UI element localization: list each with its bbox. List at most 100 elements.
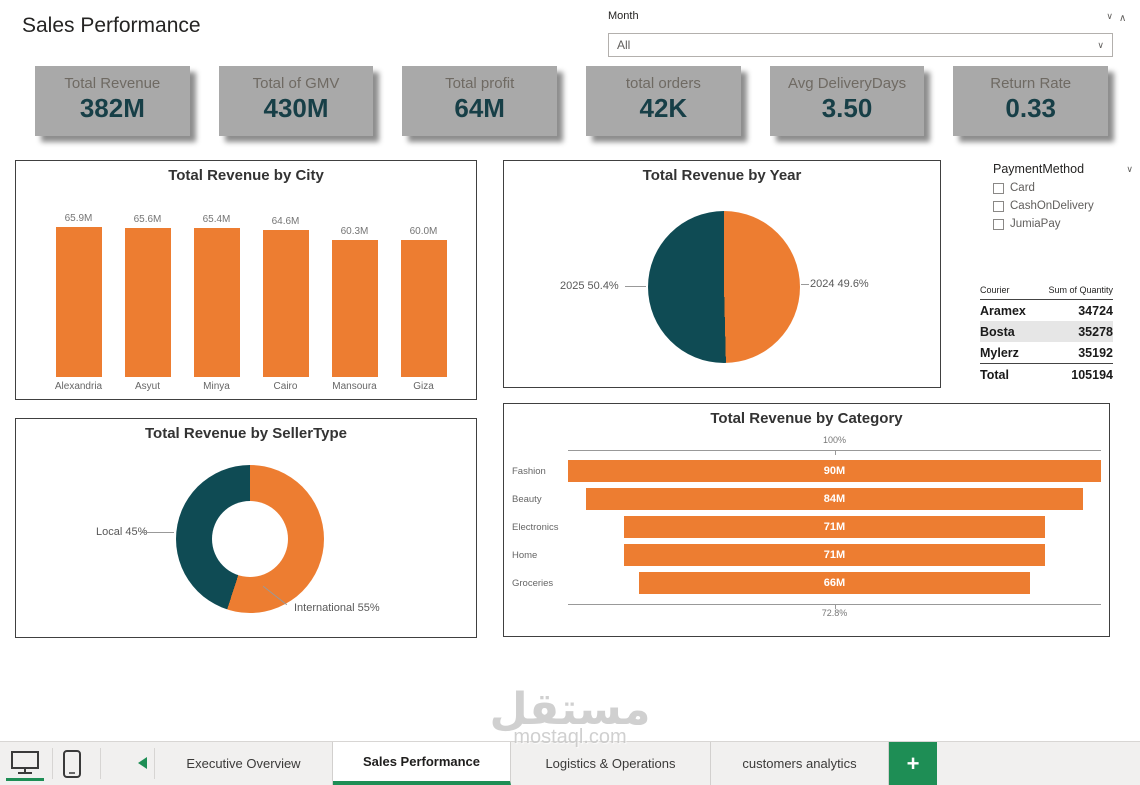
desktop-view-icon[interactable] bbox=[10, 750, 40, 781]
kpi-label: Total of GMV bbox=[252, 75, 340, 92]
funnel-row: Beauty 84M bbox=[512, 488, 1101, 510]
city-bar[interactable] bbox=[55, 227, 102, 377]
kpi-card: Total of GMV 430M bbox=[218, 66, 374, 136]
leader-line bbox=[801, 284, 809, 285]
page-nav-left-icon[interactable] bbox=[138, 757, 147, 769]
chart-title: Total Revenue by Category bbox=[710, 410, 903, 427]
bar-value-label: 60.0M bbox=[409, 226, 438, 237]
tab-sales-performance[interactable]: Sales Performance bbox=[333, 742, 511, 785]
funnel-bar[interactable]: 90M bbox=[568, 460, 1101, 482]
quantity-cell: 35278 bbox=[1078, 324, 1113, 339]
donut-hole bbox=[212, 501, 288, 577]
sellertype-donut[interactable] bbox=[176, 465, 324, 613]
leader-line bbox=[142, 532, 174, 533]
bar-value-label: 65.6M bbox=[133, 214, 162, 225]
courier-name-cell: Mylerz bbox=[980, 345, 1019, 360]
city-bar[interactable] bbox=[400, 240, 447, 377]
city-bar[interactable] bbox=[193, 228, 240, 377]
kpi-label: Total Revenue bbox=[64, 75, 161, 92]
payment-option-label: Card bbox=[1010, 182, 1035, 194]
month-filter-value: All bbox=[617, 38, 631, 52]
table-row[interactable]: Mylerz 35192 bbox=[980, 342, 1113, 363]
watermark-arabic-text: مستقل bbox=[489, 685, 651, 734]
city-bar[interactable] bbox=[124, 228, 171, 377]
total-label-cell: Total bbox=[980, 367, 1009, 382]
checkbox-icon[interactable] bbox=[993, 200, 1004, 212]
city-bar[interactable] bbox=[262, 230, 309, 377]
bar-cell: 60.3M Mansoura bbox=[329, 197, 381, 393]
funnel-bar[interactable]: 84M bbox=[585, 488, 1084, 510]
page-tab-bar: Executive Overview Sales Performance Logis… bbox=[0, 741, 1140, 785]
donut-slice-label: Local 45% bbox=[96, 526, 148, 538]
revenue-by-city-chart: Total Revenue by City 65.9M Alexandria 65.… bbox=[15, 160, 477, 400]
funnel-row: Home 71M bbox=[512, 544, 1101, 566]
table-row[interactable]: Bosta 35278 bbox=[980, 321, 1113, 342]
payment-option[interactable]: CashOnDelivery bbox=[993, 200, 1133, 212]
axis-max-label: 100% bbox=[822, 435, 847, 445]
funnel-category-label: Electronics bbox=[512, 521, 559, 533]
funnel-row: Groceries 66M bbox=[512, 572, 1101, 594]
bar-cell: 65.6M Asyut bbox=[122, 197, 174, 393]
add-page-button[interactable]: + bbox=[889, 742, 937, 785]
kpi-label: Return Rate bbox=[990, 75, 1072, 92]
courier-column-header: Courier bbox=[980, 285, 1010, 295]
month-filter-label: Month bbox=[608, 10, 639, 22]
tab-executive-overview[interactable]: Executive Overview bbox=[155, 742, 333, 785]
divider bbox=[154, 748, 155, 779]
mobile-view-icon[interactable] bbox=[62, 749, 82, 784]
kpi-card: Return Rate 0.33 bbox=[953, 66, 1109, 136]
axis-min-label: 72.8% bbox=[821, 608, 848, 618]
kpi-label: Avg DeliveryDays bbox=[787, 75, 907, 92]
chevron-up-icon[interactable]: ∧ bbox=[1119, 13, 1127, 24]
payment-option-label: JumiaPay bbox=[1010, 218, 1061, 230]
tab-customers-analytics[interactable]: customers analytics bbox=[711, 742, 889, 785]
kpi-value: 430M bbox=[263, 93, 329, 123]
chevron-down-icon: ∨ bbox=[1097, 39, 1104, 50]
funnel-bar[interactable]: 71M bbox=[624, 544, 1045, 566]
bar-category-label: Alexandria bbox=[54, 381, 103, 392]
payment-option-label: CashOnDelivery bbox=[1010, 200, 1094, 212]
funnel-bar[interactable]: 66M bbox=[639, 572, 1030, 594]
tabs: Executive Overview Sales Performance Logis… bbox=[155, 742, 937, 785]
bar-cell: 64.6M Cairo bbox=[260, 197, 312, 393]
axis-line bbox=[568, 450, 1101, 455]
courier-table-body: Aramex 34724 Bosta 35278 Mylerz 35192 Total 105… bbox=[980, 300, 1113, 385]
chevron-down-icon[interactable]: ∨ bbox=[1126, 163, 1133, 174]
kpi-value: 3.50 bbox=[821, 93, 873, 123]
funnel-row: Electronics 71M bbox=[512, 516, 1101, 538]
kpi-card: Total profit 64M bbox=[402, 66, 558, 136]
table-total-row: Total 105194 bbox=[980, 363, 1113, 385]
kpi-label: Total profit bbox=[445, 75, 515, 92]
funnel-bar[interactable]: 71M bbox=[624, 516, 1045, 538]
courier-table: Courier Sum of Quantity Aramex 34724 Bosta… bbox=[980, 285, 1113, 385]
revenue-by-year-chart: Total Revenue by Year 2025 50.4% 2024 49… bbox=[503, 160, 941, 388]
bar-cell: 60.0M Giza bbox=[398, 197, 450, 393]
tab-logistics-operations[interactable]: Logistics & Operations bbox=[511, 742, 711, 785]
leader-line bbox=[625, 286, 646, 287]
kpi-value: 0.33 bbox=[1005, 93, 1056, 123]
funnel-category-label: Fashion bbox=[512, 465, 546, 477]
bar-category-label: Giza bbox=[413, 381, 434, 392]
checkbox-icon[interactable] bbox=[993, 218, 1004, 230]
month-filter-dropdown[interactable]: All ∨ bbox=[608, 33, 1113, 57]
city-bar[interactable] bbox=[331, 240, 378, 377]
funnel-category-label: Home bbox=[512, 549, 538, 561]
chevron-down-icon[interactable]: ∨ bbox=[1106, 10, 1113, 21]
payment-option[interactable]: Card bbox=[993, 182, 1133, 194]
divider bbox=[52, 748, 53, 779]
divider bbox=[100, 748, 101, 779]
page-title: Sales Performance bbox=[22, 14, 201, 37]
pie-slice-label: 2024 49.6% bbox=[810, 278, 869, 290]
kpi-value: 42K bbox=[639, 93, 688, 123]
revenue-by-sellertype-chart: Total Revenue by SellerType Local 45% In… bbox=[15, 418, 477, 638]
checkbox-icon[interactable] bbox=[993, 182, 1004, 194]
table-row[interactable]: Aramex 34724 bbox=[980, 300, 1113, 321]
donut-slice-label: International 55% bbox=[294, 602, 380, 614]
bar-value-label: 60.3M bbox=[340, 226, 369, 237]
year-pie[interactable] bbox=[648, 211, 800, 363]
kpi-card: total orders 42K bbox=[586, 66, 741, 136]
kpi-label: total orders bbox=[625, 75, 701, 92]
payment-option[interactable]: JumiaPay bbox=[993, 218, 1133, 230]
active-view-underline bbox=[6, 778, 44, 781]
chart-title: Total Revenue by Year bbox=[642, 167, 802, 184]
